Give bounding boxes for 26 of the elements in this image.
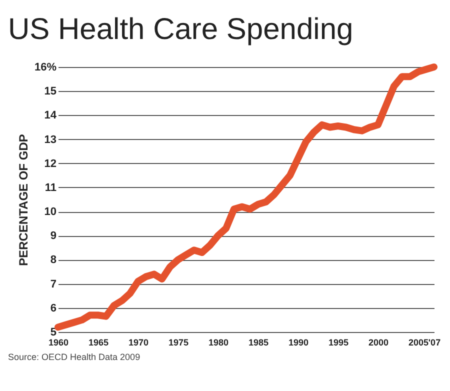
y-tick-label: 9 [50,230,56,242]
x-tick-label: 1960 [48,338,69,348]
x-tick-label: 1970 [128,338,149,348]
y-tick-label: 14 [44,110,58,122]
y-tick-label: 15 [44,86,56,98]
x-tick-label: 2000 [368,338,389,348]
x-tick-label: '07 [428,338,441,348]
source-note: Source: OECD Health Data 2009 [8,352,140,362]
y-tick-label: 16% [34,62,57,74]
y-tick-label: 5 [50,326,56,338]
y-axis-title: PERCENTAGE OF GDP [16,134,30,266]
x-tick-label: 1985 [248,338,269,348]
y-tick-label: 13 [44,134,56,146]
y-tick-label: 11 [44,182,56,194]
x-tick-label: 1965 [88,338,109,348]
x-tick-label: 1990 [288,338,309,348]
x-tick-label: 1995 [328,338,349,348]
y-tick-label: 7 [50,278,56,290]
y-tick-label: 10 [44,206,56,218]
y-tick-label: 12 [44,158,56,170]
x-tick-label: 1980 [208,338,229,348]
x-tick-label: 2005 [408,338,429,348]
y-tick-label: 6 [50,302,56,314]
y-tick-label: 8 [50,254,56,266]
x-tick-label: 1975 [168,338,189,348]
chart-title: US Health Care Spending [8,13,354,46]
